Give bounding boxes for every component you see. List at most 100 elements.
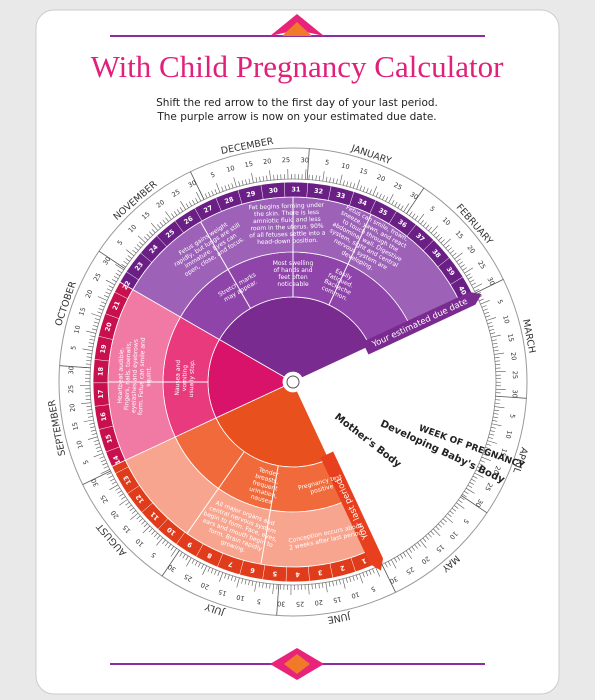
- day-tick: [362, 186, 366, 192]
- day-label: 5: [209, 170, 216, 179]
- day-label: 15: [140, 210, 152, 221]
- day-tick: [494, 360, 500, 362]
- day-tick: [201, 564, 204, 569]
- day-tick: [125, 249, 135, 257]
- day-tick: [179, 552, 183, 557]
- day-label: 25: [392, 181, 403, 192]
- week-number: 27: [202, 204, 214, 215]
- day-tick: [456, 258, 461, 262]
- day-tick: [238, 181, 241, 187]
- week-number: 8: [206, 551, 214, 560]
- day-tick: [143, 523, 148, 528]
- week-number: 40: [457, 285, 469, 297]
- day-tick: [464, 490, 469, 495]
- day-label: 10: [341, 161, 351, 171]
- day-tick: [493, 413, 499, 415]
- week-number: 1: [360, 556, 368, 565]
- day-tick: [170, 548, 177, 557]
- day-tick: [321, 582, 324, 588]
- week-divider: [406, 224, 417, 237]
- day-tick: [86, 352, 92, 355]
- day-tick: [359, 185, 362, 191]
- day-tick: [440, 521, 445, 525]
- day-label: 15: [244, 160, 254, 169]
- day-tick: [411, 546, 416, 551]
- week-divider: [126, 271, 139, 281]
- day-tick: [494, 406, 505, 409]
- day-tick: [400, 554, 404, 559]
- day-tick: [115, 264, 124, 271]
- week-number: 20: [103, 321, 113, 332]
- day-label: 30: [67, 366, 75, 375]
- day-tick: [467, 484, 473, 489]
- day-label: 10: [501, 315, 511, 325]
- week-divider: [450, 276, 464, 285]
- day-tick: [137, 235, 146, 243]
- week-divider: [285, 566, 287, 582]
- day-tick: [125, 258, 130, 262]
- day-tick: [227, 574, 230, 580]
- day-tick: [197, 562, 201, 568]
- day-tick: [254, 581, 257, 592]
- day-tick: [472, 475, 478, 479]
- day-tick: [456, 502, 465, 509]
- day-label: 10: [350, 590, 360, 600]
- hub: [286, 375, 300, 389]
- day-tick: [315, 583, 317, 589]
- day-tick: [438, 523, 443, 528]
- week-number: 5: [272, 569, 278, 577]
- day-tick: [95, 446, 101, 449]
- day-tick: [83, 419, 94, 423]
- day-tick: [435, 234, 440, 239]
- day-tick: [129, 507, 134, 512]
- day-tick: [109, 478, 115, 482]
- day-tick: [96, 449, 102, 453]
- day-tick: [445, 515, 454, 524]
- day-tick: [132, 249, 137, 254]
- day-tick: [443, 238, 451, 246]
- week-divider: [284, 182, 286, 198]
- due-arrow-shape[interactable]: [362, 291, 482, 355]
- week-number: 4: [295, 570, 300, 578]
- day-label: 15: [506, 333, 515, 343]
- day-label: 15: [332, 595, 342, 604]
- day-label: 15: [454, 229, 465, 241]
- day-tick: [113, 275, 119, 280]
- day-tick: [442, 518, 447, 523]
- day-label: 5: [508, 413, 517, 418]
- day-tick: [167, 544, 172, 549]
- note: Fat begins forming under the skin. There…: [249, 201, 327, 247]
- day-label: 15: [358, 166, 368, 176]
- day-tick: [387, 561, 391, 566]
- day-tick: [489, 328, 495, 331]
- week-number: 16: [99, 411, 109, 422]
- day-tick: [481, 305, 487, 308]
- day-tick: [440, 239, 445, 244]
- period-arrow-shape[interactable]: [320, 451, 384, 571]
- week-number: 32: [314, 187, 324, 196]
- note: Nausea and vomiting usually stop.: [173, 359, 197, 398]
- week-number: 17: [97, 389, 106, 399]
- day-tick: [185, 203, 189, 208]
- day-tick: [208, 191, 211, 197]
- day-tick: [305, 169, 307, 180]
- day-tick: [394, 557, 398, 563]
- title: With Child Pregnancy Calculator: [91, 49, 505, 84]
- day-label: 10: [448, 530, 460, 542]
- day-label: 25: [483, 481, 494, 492]
- day-tick: [474, 472, 484, 478]
- day-tick: [494, 409, 500, 412]
- day-label: 30: [510, 389, 518, 398]
- day-tick: [188, 201, 192, 207]
- day-tick: [419, 540, 427, 549]
- day-tick: [106, 288, 112, 292]
- day-tick: [93, 321, 99, 324]
- day-label: 10: [236, 593, 246, 603]
- day-tick: [82, 348, 93, 351]
- day-tick: [258, 582, 261, 588]
- day-label: 20: [509, 352, 518, 361]
- day-tick: [466, 273, 471, 277]
- day-tick: [477, 466, 483, 470]
- month-divider: [276, 584, 280, 616]
- day-label: 5: [256, 597, 261, 606]
